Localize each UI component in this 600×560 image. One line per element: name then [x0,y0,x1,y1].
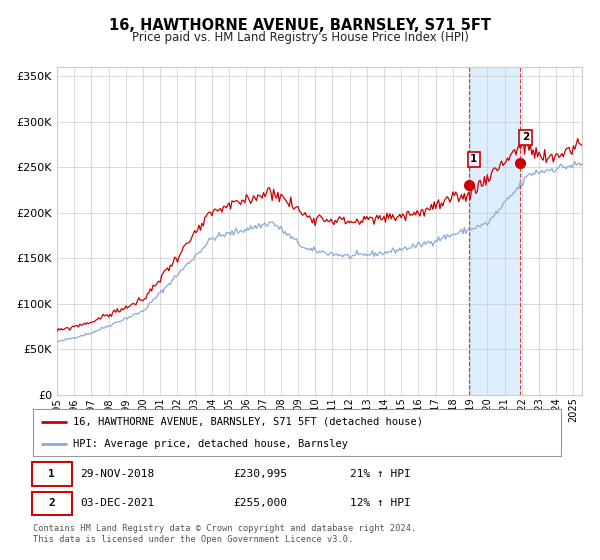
Text: Price paid vs. HM Land Registry's House Price Index (HPI): Price paid vs. HM Land Registry's House … [131,31,469,44]
FancyBboxPatch shape [32,492,71,515]
Text: 29-NOV-2018: 29-NOV-2018 [80,469,155,479]
Text: 21% ↑ HPI: 21% ↑ HPI [350,469,410,479]
Text: HPI: Average price, detached house, Barnsley: HPI: Average price, detached house, Barn… [73,438,347,449]
Text: 03-DEC-2021: 03-DEC-2021 [80,498,155,508]
Bar [469,67,520,395]
Text: This data is licensed under the Open Government Licence v3.0.: This data is licensed under the Open Gov… [33,535,353,544]
Text: Contains HM Land Registry data © Crown copyright and database right 2024.: Contains HM Land Registry data © Crown c… [33,524,416,533]
Text: 1: 1 [49,469,55,479]
Text: £255,000: £255,000 [233,498,287,508]
Text: 1: 1 [470,154,478,164]
Text: 16, HAWTHORNE AVENUE, BARNSLEY, S71 5FT (detached house): 16, HAWTHORNE AVENUE, BARNSLEY, S71 5FT … [73,417,422,427]
Text: 12% ↑ HPI: 12% ↑ HPI [350,498,410,508]
Text: 2: 2 [522,132,529,142]
Text: 16, HAWTHORNE AVENUE, BARNSLEY, S71 5FT: 16, HAWTHORNE AVENUE, BARNSLEY, S71 5FT [109,18,491,32]
Text: 2: 2 [49,498,55,508]
Text: £230,995: £230,995 [233,469,287,479]
FancyBboxPatch shape [32,462,71,486]
